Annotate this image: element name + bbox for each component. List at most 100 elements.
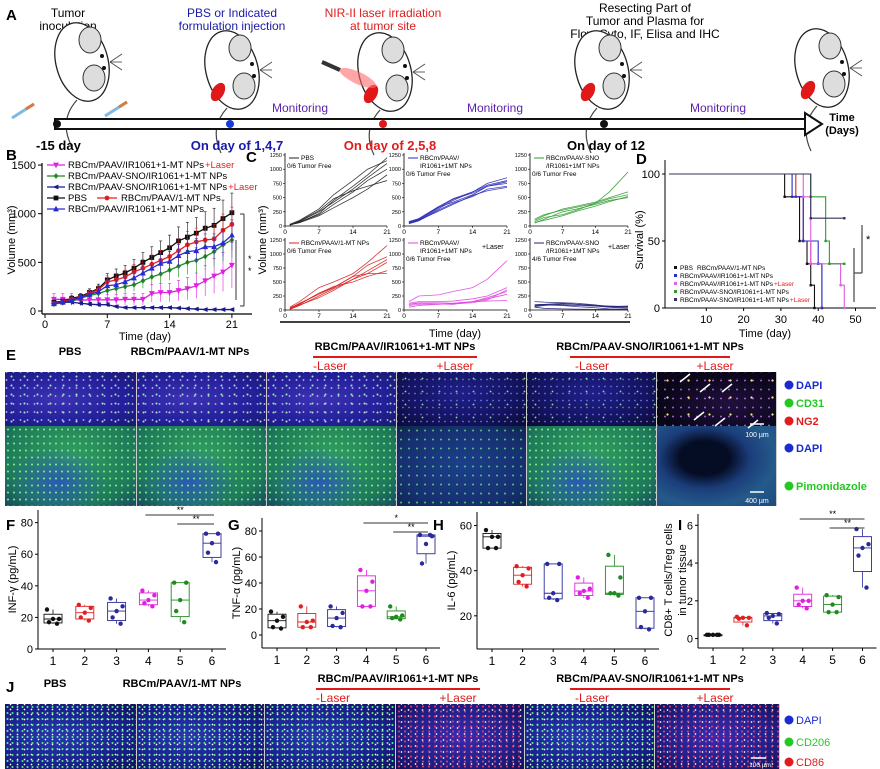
legend-suffix: +Laser [228, 182, 257, 193]
stain-label: CD31 [796, 398, 824, 410]
legend-label: RBCm/PAAV/IR1061+1-MT NPs [680, 281, 774, 288]
y-tick-label: 500 [273, 196, 282, 202]
y-axis-title: Volume (mm³) [257, 205, 269, 274]
x-tick-label: 2 [81, 654, 88, 668]
syringe-icon [104, 100, 128, 118]
data-point [95, 288, 102, 294]
data-point [149, 274, 155, 280]
pimonidazole-image [137, 426, 267, 506]
data-point [46, 619, 52, 625]
mouse-whisker [109, 53, 123, 63]
x-tick-label: 4 [799, 653, 806, 667]
y-axis-title: Volume (mm³) [6, 205, 18, 274]
mouse-curve [289, 168, 388, 226]
x-tick-label: 7 [317, 313, 321, 320]
y-tick-label: 250 [518, 294, 527, 300]
mouse-body [794, 28, 850, 108]
x-tick-label: 6 [859, 653, 866, 667]
mouse-curve [534, 306, 628, 310]
y-tick-label: 60 [460, 521, 472, 533]
box-group-6 [416, 532, 436, 566]
pimonidazole-image [5, 426, 137, 506]
legend-label: RBCm/PAAV-SNO [546, 240, 599, 247]
mouse-whisker [412, 71, 426, 81]
y-tick-label: 500 [18, 257, 36, 269]
data-point [545, 561, 550, 567]
box [853, 536, 872, 573]
x-tick-label: 21 [503, 313, 511, 320]
legend-marker [674, 290, 677, 293]
step-label: PBS or Indicated [187, 6, 277, 20]
data-point [220, 269, 226, 276]
data-point [110, 615, 115, 620]
y-tick-label: 0 [279, 308, 282, 314]
data-point [830, 602, 835, 607]
panel-letter: E [6, 347, 16, 364]
y-tick-label: 250 [273, 294, 282, 300]
data-point [52, 184, 59, 190]
mouse-ear [598, 34, 622, 62]
x-tick-label: 40 [812, 314, 824, 326]
plus-laser-label: +Laser [436, 359, 473, 373]
data-point [140, 588, 145, 593]
tumor [800, 80, 816, 100]
mouse-curve [408, 293, 508, 308]
x-tick-label: 2 [303, 653, 310, 667]
data-point [182, 619, 187, 625]
legend-label: PBS [68, 193, 87, 204]
legend-label: RBCm/PAAV-SNO [546, 155, 599, 162]
data-point [112, 304, 119, 310]
x-tick-label: 1 [50, 654, 57, 668]
mouse-curve [534, 191, 629, 221]
data-point [229, 231, 235, 238]
data-point [866, 541, 871, 547]
data-point [104, 297, 111, 304]
data-point [328, 604, 333, 609]
y-tick-label: 750 [273, 266, 282, 272]
x-tick-label: 7 [317, 229, 321, 236]
data-point [489, 534, 495, 540]
data-point [520, 572, 525, 578]
censor-mark [798, 239, 801, 243]
data-point [95, 297, 102, 304]
data-point [53, 173, 59, 179]
data-point [794, 585, 799, 590]
subplot-3: 0 7 14 21 0 250 500 750 1000 1250 RBCm/PAAV/1-MT N… [270, 238, 391, 320]
data-point [618, 575, 623, 580]
tumor-free-label: 0/6 Tumor Free [406, 256, 451, 263]
legend-label: RBCm/PAAV-SNO/IR1061+1-MT NPs [680, 289, 790, 296]
data-point [826, 609, 831, 615]
stain-label: DAPI [796, 715, 822, 727]
legend-dot [784, 416, 794, 426]
y-axis-title: INF-γ (pg/mL) [7, 546, 19, 614]
box-group-3 [543, 561, 563, 603]
data-point [493, 545, 499, 551]
step-label: NIR-II laser irradiation [325, 6, 442, 20]
subplot-4: 0 7 14 21 0 250 500 750 1000 1250 RBCm/PAAV/IR1061… [389, 238, 511, 320]
box [543, 563, 563, 600]
significance-star: * [248, 254, 252, 264]
x-tick-label: 0 [42, 319, 48, 331]
arrow-icon [721, 383, 733, 393]
data-point [215, 531, 221, 536]
tumor-free-label: 0/6 Tumor Free [287, 248, 332, 255]
tumor [363, 84, 379, 104]
x-tick-label: 3 [769, 653, 776, 667]
data-point [152, 593, 157, 598]
syringe-plunger [118, 100, 128, 109]
pimonidazole-image [267, 426, 397, 506]
legend-dot [784, 481, 794, 491]
syringe-icon [11, 102, 35, 120]
y-tick-label: 20 [21, 612, 33, 624]
data-point [140, 277, 146, 284]
panel-a-timeline: TumorinoculationPBS or Indicatedformulat… [11, 1, 863, 156]
group-label: RBCm/PAAV-SNO/IR1061+1-MT NPs [556, 341, 744, 353]
data-point [148, 305, 155, 310]
mouse-eye [252, 74, 256, 78]
legend-label: RBCm/PAAV/IR1061+1-MT NPs [680, 273, 774, 280]
data-point [796, 602, 801, 607]
y-tick-label: 750 [392, 266, 401, 272]
x-tick-label: 2 [519, 654, 526, 668]
y-tick-label: 500 [392, 196, 401, 202]
mouse-eye [100, 54, 104, 58]
